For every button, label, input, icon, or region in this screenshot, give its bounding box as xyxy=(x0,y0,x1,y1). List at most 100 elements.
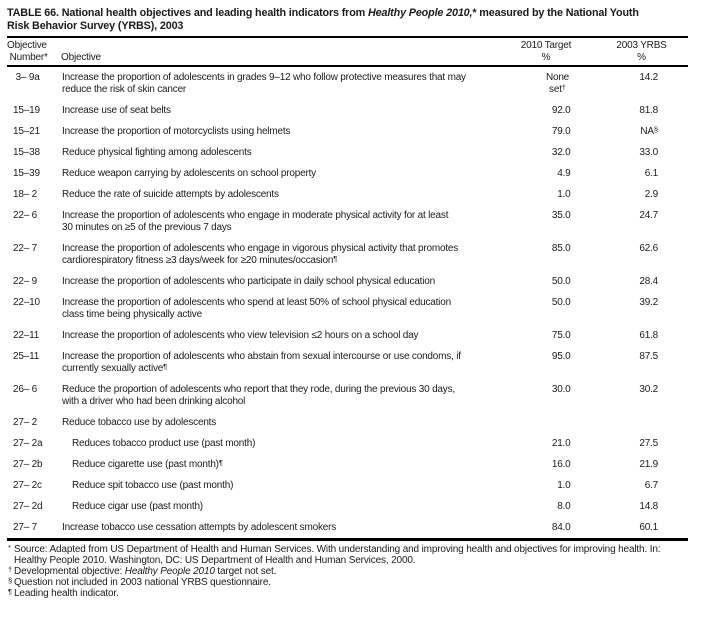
footnote: * Source: Adapted from US Department of H… xyxy=(7,543,697,566)
header-2010-target: 2010 Target % xyxy=(497,36,595,67)
footnote-marker: ¶ xyxy=(218,458,223,467)
cell-value: 16.0 xyxy=(551,459,571,470)
target-value-cell: 84.0 xyxy=(497,517,595,540)
header-objective-number: Objective Number* xyxy=(7,36,61,67)
cell-value: 92.0 xyxy=(551,105,571,116)
cell-value: 33.0 xyxy=(639,147,658,158)
text-segment: Leading health indicator. xyxy=(14,588,119,599)
document-page: TABLE 66. National health objectives and… xyxy=(7,7,697,599)
yrbs-value-cell xyxy=(595,412,688,433)
cell-value: 28.4 xyxy=(639,276,658,287)
footnote: ¶ Leading health indicator. xyxy=(7,587,697,599)
text-segment: Healthy People 2010 xyxy=(124,566,215,577)
objectives-table: Objective Number* Objective 2010 Target … xyxy=(7,36,688,541)
text-segment: TABLE 66. National health objectives and… xyxy=(7,7,368,19)
target-value-cell: 1.0 xyxy=(497,475,595,496)
objective-number-cell: 22– 7 xyxy=(13,243,38,254)
target-value-cell: 95.0 xyxy=(497,346,595,379)
table-row: 27– 2a Reduces tobacco product use (past… xyxy=(7,433,688,454)
objective-number-cell: 22–11 xyxy=(13,330,40,341)
objective-text-cell: Reduce cigar use (past month) xyxy=(72,501,203,512)
objective-number-cell: 15–39 xyxy=(13,168,40,179)
cell-value: 30.2 xyxy=(639,384,658,395)
target-value-cell: 50.0 xyxy=(497,292,595,325)
cell-value: NA§ xyxy=(640,125,658,137)
cell-value: 21.9 xyxy=(639,459,658,470)
target-value-cell: 50.0 xyxy=(497,271,595,292)
target-value-cell: None set† xyxy=(497,66,595,100)
yrbs-value-cell: 61.8 xyxy=(595,325,688,346)
target-value-cell: 32.0 xyxy=(497,142,595,163)
objective-text-cell: Reduce cigarette use (past month)¶ xyxy=(72,458,223,470)
objective-number-cell: 15–21 xyxy=(13,126,40,137)
target-value-cell: 21.0 xyxy=(497,433,595,454)
objective-text-cell: Reduce physical fighting among adolescen… xyxy=(62,147,252,158)
cell-value: 14.8 xyxy=(639,501,658,512)
objective-number-cell: 26– 6 xyxy=(13,384,38,395)
cell-value: 84.0 xyxy=(551,522,571,533)
yrbs-value-cell: 28.4 xyxy=(595,271,688,292)
target-value-cell: 4.9 xyxy=(497,163,595,184)
objective-text-cell: Increase the proportion of adolescents w… xyxy=(62,351,461,374)
yrbs-value-cell: 81.8 xyxy=(595,100,688,121)
footnote-marker: † xyxy=(561,83,566,92)
objective-text-cell: Increase the proportion of adolescents w… xyxy=(62,243,459,266)
table-row: 27– 2b Reduce cigarette use (past month)… xyxy=(7,454,688,475)
target-value-cell: 92.0 xyxy=(497,100,595,121)
cell-value: 8.0 xyxy=(557,501,571,512)
yrbs-value-cell: 2.9 xyxy=(595,184,688,205)
table-row: 22–10 Increase the proportion of adolesc… xyxy=(7,292,688,325)
objective-number-cell: 27– 2d xyxy=(13,501,43,512)
objective-text-cell: Reduce spit tobacco use (past month) xyxy=(72,480,234,491)
table-row: 15–21 Increase the proportion of motorcy… xyxy=(7,121,688,142)
text-segment: Healthy People 2010, xyxy=(367,7,473,19)
objective-number-cell: 27– 2a xyxy=(13,438,43,449)
table-row: 15–38 Reduce physical fighting among ado… xyxy=(7,142,688,163)
table-row: 27– 2 Reduce tobacco use by adolescents xyxy=(7,412,688,433)
cell-value: 6.1 xyxy=(644,168,659,179)
cell-value: 21.0 xyxy=(551,438,571,449)
objective-text-cell: Reduce the proportion of adolescents who… xyxy=(62,384,455,407)
table-row: 18– 2 Reduce the rate of suicide attempt… xyxy=(7,184,688,205)
objective-number-cell: 22– 6 xyxy=(13,210,38,221)
objective-text-cell: Reduces tobacco product use (past month) xyxy=(72,438,256,449)
cell-value: 61.8 xyxy=(639,330,658,341)
cell-value: 2.9 xyxy=(644,189,659,200)
objective-text-cell: Increase the proportion of adolescents w… xyxy=(62,210,449,233)
target-value-cell: 79.0 xyxy=(497,121,595,142)
cell-value: 30.0 xyxy=(551,384,571,395)
objective-text-cell: Reduce tobacco use by adolescents xyxy=(62,417,217,428)
text-segment: Question not included in 2003 national Y… xyxy=(14,577,271,588)
yrbs-value-cell: 62.6 xyxy=(595,238,688,271)
table-row: 27– 7 Increase tobacco use cessation att… xyxy=(7,517,688,540)
yrbs-value-cell: 6.1 xyxy=(595,163,688,184)
yrbs-value-cell: 14.8 xyxy=(595,496,688,517)
objective-text-cell: Increase use of seat belts xyxy=(62,105,171,116)
table-row: 15–39 Reduce weapon carrying by adolesce… xyxy=(7,163,688,184)
footnote: § Question not included in 2003 national … xyxy=(7,576,697,588)
cell-value: 6.7 xyxy=(644,480,659,491)
cell-value: 85.0 xyxy=(551,243,571,254)
header-objective: Objective xyxy=(61,36,497,67)
objective-number-cell: 15–19 xyxy=(13,105,40,116)
footnote-marker: * xyxy=(8,543,11,552)
table-row: 22–11 Increase the proportion of adolesc… xyxy=(7,325,688,346)
target-value-cell xyxy=(497,412,595,433)
target-value-cell: 1.0 xyxy=(497,184,595,205)
objective-number-cell: 15–38 xyxy=(13,147,40,158)
text-segment: * measured by the National Youth Risk Be… xyxy=(7,7,639,32)
objective-text-cell: Reduce weapon carrying by adolescents on… xyxy=(62,168,316,179)
cell-value: 32.0 xyxy=(551,147,571,158)
yrbs-value-cell: 87.5 xyxy=(595,346,688,379)
objective-number-cell: 27– 2 xyxy=(13,417,38,428)
yrbs-value-cell: 30.2 xyxy=(595,379,688,412)
cell-value: 87.5 xyxy=(639,351,658,362)
objective-number-cell: 3– 9a xyxy=(13,72,40,83)
cell-value: 95.0 xyxy=(551,351,571,362)
cell-value: 81.8 xyxy=(639,105,658,116)
footnote-marker: § xyxy=(653,125,658,134)
objective-number-cell: 27– 2b xyxy=(13,459,43,470)
cell-value: None set† xyxy=(545,72,570,95)
footnote-marker: ¶ xyxy=(163,362,168,371)
text-segment: Developmental objective: xyxy=(14,566,125,577)
